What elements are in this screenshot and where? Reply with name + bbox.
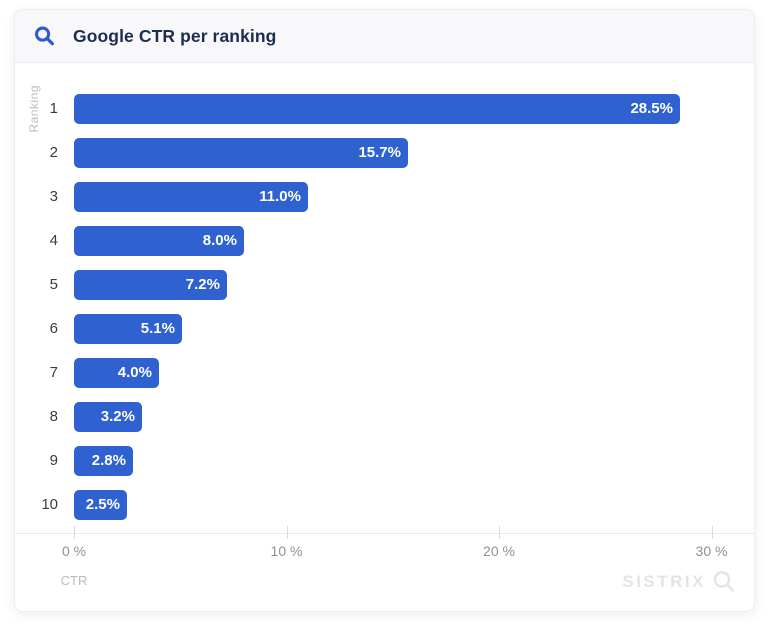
bar-value-label: 2.5% (85, 496, 120, 513)
search-icon (33, 25, 56, 48)
brand-name: SISTRIX (622, 571, 706, 591)
x-axis-title: CTR (60, 573, 88, 588)
rank-label: 10 (41, 496, 58, 513)
x-axis-tick-mark (286, 526, 288, 539)
bar-row: 2 15.7% (15, 138, 754, 168)
chart-title: Google CTR per ranking (73, 25, 277, 46)
bar-row: 6 5.1% (15, 314, 754, 344)
bar-row: 7 4.0% (15, 358, 754, 388)
x-axis-line (15, 533, 754, 534)
x-axis-tick-mark (499, 526, 500, 539)
ctr-bar: 7.2% (74, 270, 227, 300)
rank-label: 2 (49, 144, 58, 161)
ctr-bar: 15.7% (74, 138, 408, 168)
bar-value-label: 15.7% (358, 144, 401, 161)
x-axis-tick-label: 30 % (695, 543, 728, 559)
bar-value-label: 4.0% (117, 364, 152, 381)
ctr-bar: 8.0% (74, 226, 244, 256)
x-axis-tick-mark (711, 526, 713, 539)
x-axis-tick-label: 0 % (61, 543, 87, 559)
brand-watermark: SISTRIX (622, 569, 736, 594)
bar-value-label: 28.5% (630, 100, 673, 117)
rank-label: 3 (49, 188, 58, 205)
chart-header: Google CTR per ranking (15, 10, 754, 63)
bar-value-label: 8.0% (202, 232, 237, 249)
bar-value-label: 3.2% (100, 408, 135, 425)
bar-row: 8 3.2% (15, 402, 754, 432)
rank-label: 4 (49, 232, 58, 249)
rank-label: 8 (49, 408, 58, 425)
bar-value-label: 2.8% (91, 452, 126, 469)
ctr-bar: 4.0% (74, 358, 159, 388)
bar-row: 10 2.5% (15, 490, 754, 520)
x-axis-tick-mark (74, 526, 75, 539)
chart-plot-area: Ranking 1 28.5% 2 15.7% 3 11.0% 4 8.0% 5 7.2% 6 5.1… (15, 63, 754, 611)
ctr-bar: 5.1% (74, 314, 182, 344)
ctr-bar: 2.5% (74, 490, 127, 520)
magnifier-icon (711, 569, 736, 594)
bar-row: 9 2.8% (15, 446, 754, 476)
bar-row: 3 11.0% (15, 182, 754, 212)
ctr-bar: 3.2% (74, 402, 142, 432)
x-axis-tick-label: 20 % (483, 543, 515, 559)
rank-label: 9 (49, 452, 58, 469)
bar-value-label: 11.0% (259, 188, 301, 205)
bar-row: 5 7.2% (15, 270, 754, 300)
bar-row: 1 28.5% (15, 94, 754, 124)
bar-value-label: 5.1% (140, 320, 175, 337)
ctr-bar: 11.0% (74, 182, 308, 212)
x-axis-tick-label: 10 % (270, 543, 303, 559)
chart-card: Google CTR per ranking Ranking 1 28.5% 2 15… (14, 9, 755, 612)
rank-label: 1 (49, 100, 58, 117)
bar-row: 4 8.0% (15, 226, 754, 256)
rank-label: 5 (49, 276, 58, 293)
rank-label: 6 (49, 320, 58, 337)
rank-label: 7 (49, 364, 58, 381)
ctr-bar: 28.5% (74, 94, 680, 124)
bar-value-label: 7.2% (185, 276, 220, 293)
ctr-bar: 2.8% (74, 446, 133, 476)
